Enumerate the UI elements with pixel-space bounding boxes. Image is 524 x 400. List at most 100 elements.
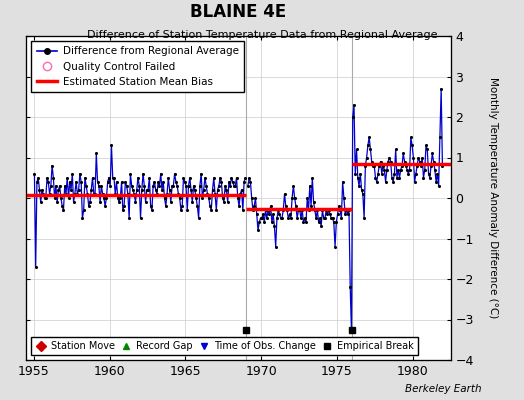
Point bbox=[274, 207, 282, 213]
Point bbox=[354, 174, 362, 181]
Point bbox=[161, 203, 170, 209]
Point bbox=[413, 162, 421, 169]
Point bbox=[308, 174, 316, 181]
Point bbox=[437, 86, 445, 92]
Point bbox=[344, 211, 352, 218]
Point bbox=[169, 183, 178, 189]
Point bbox=[188, 199, 196, 205]
Point bbox=[144, 187, 152, 193]
Point bbox=[177, 207, 185, 213]
Point bbox=[419, 174, 428, 181]
Point bbox=[58, 203, 67, 209]
Point bbox=[283, 207, 291, 213]
Point bbox=[351, 170, 359, 177]
Text: Berkeley Earth: Berkeley Earth bbox=[406, 384, 482, 394]
Point bbox=[364, 142, 372, 148]
Point bbox=[433, 170, 442, 177]
Point bbox=[120, 203, 128, 209]
Point bbox=[228, 178, 237, 185]
Point bbox=[273, 215, 281, 222]
Point bbox=[240, 178, 248, 185]
Point bbox=[410, 178, 419, 185]
Point bbox=[209, 187, 217, 193]
Point bbox=[133, 187, 141, 193]
Point bbox=[71, 191, 79, 197]
Point bbox=[401, 162, 410, 169]
Text: Difference of Station Temperature Data from Regional Average: Difference of Station Temperature Data f… bbox=[87, 30, 437, 40]
Point bbox=[31, 264, 40, 270]
Point bbox=[59, 207, 68, 213]
Point bbox=[333, 211, 342, 218]
Point bbox=[123, 183, 131, 189]
Point bbox=[321, 215, 329, 222]
Point bbox=[176, 195, 184, 201]
Point bbox=[102, 195, 111, 201]
Point bbox=[256, 215, 265, 222]
Point bbox=[215, 183, 223, 189]
Point bbox=[246, 178, 255, 185]
Point bbox=[331, 243, 339, 250]
Point bbox=[290, 195, 299, 201]
Point bbox=[136, 215, 145, 222]
Point bbox=[96, 199, 104, 205]
Point bbox=[77, 178, 85, 185]
Point bbox=[167, 199, 175, 205]
Point bbox=[231, 183, 239, 189]
Point bbox=[234, 195, 242, 201]
Point bbox=[252, 195, 260, 201]
Point bbox=[139, 170, 147, 177]
Point bbox=[163, 191, 171, 197]
Point bbox=[261, 207, 270, 213]
Point bbox=[379, 162, 387, 169]
Point bbox=[294, 207, 302, 213]
Point bbox=[56, 183, 64, 189]
Point bbox=[265, 211, 274, 218]
Point bbox=[197, 170, 205, 177]
Point bbox=[289, 183, 298, 189]
Point bbox=[187, 187, 195, 193]
Point bbox=[358, 191, 367, 197]
Point bbox=[395, 174, 403, 181]
Point bbox=[389, 178, 397, 185]
Point bbox=[409, 154, 418, 161]
Point bbox=[417, 162, 425, 169]
Point bbox=[203, 191, 212, 197]
Point bbox=[105, 174, 113, 181]
Point bbox=[38, 187, 46, 193]
Point bbox=[39, 191, 48, 197]
Point bbox=[170, 170, 179, 177]
Point bbox=[241, 174, 249, 181]
Point bbox=[366, 146, 375, 153]
Point bbox=[429, 158, 438, 165]
Point bbox=[355, 183, 363, 189]
Point bbox=[154, 178, 162, 185]
Point bbox=[78, 215, 86, 222]
Legend: Station Move, Record Gap, Time of Obs. Change, Empirical Break: Station Move, Record Gap, Time of Obs. C… bbox=[31, 337, 418, 355]
Point bbox=[408, 142, 416, 148]
Point bbox=[249, 207, 257, 213]
Point bbox=[143, 187, 151, 193]
Point bbox=[372, 174, 380, 181]
Point bbox=[81, 174, 89, 181]
Point bbox=[309, 199, 318, 205]
Point bbox=[281, 203, 290, 209]
Point bbox=[32, 178, 41, 185]
Point bbox=[230, 183, 238, 189]
Point bbox=[97, 183, 105, 189]
Point bbox=[244, 183, 252, 189]
Point bbox=[247, 195, 256, 201]
Point bbox=[54, 187, 62, 193]
Point bbox=[303, 195, 311, 201]
Point bbox=[235, 203, 243, 209]
Point bbox=[194, 215, 203, 222]
Point bbox=[174, 191, 183, 197]
Point bbox=[117, 178, 126, 185]
Point bbox=[182, 183, 190, 189]
Point bbox=[75, 170, 84, 177]
Point bbox=[365, 134, 374, 140]
Point bbox=[93, 178, 102, 185]
Point bbox=[216, 174, 224, 181]
Point bbox=[301, 215, 309, 222]
Point bbox=[318, 207, 326, 213]
Point bbox=[369, 162, 377, 169]
